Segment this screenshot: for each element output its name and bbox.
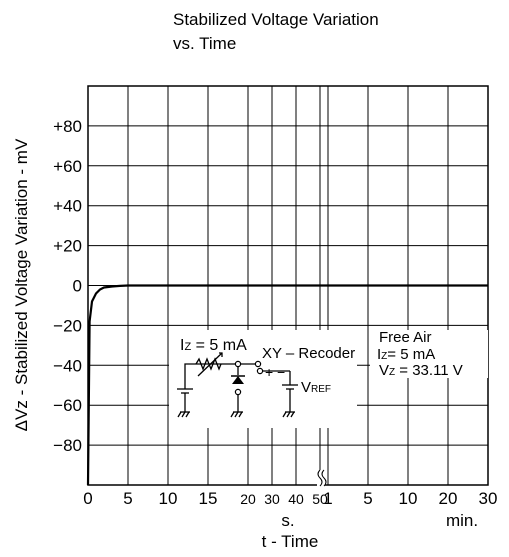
terminal-icon (254, 360, 262, 368)
x-tick-label-seconds: 0 (83, 489, 92, 508)
condition-free-air: Free Air (379, 329, 432, 346)
inset-plus: + (265, 364, 273, 380)
chart-title-line1: Stabilized Voltage Variation (173, 10, 379, 29)
y-tick-label: 0 (73, 277, 82, 296)
series-line (86, 284, 488, 486)
conditions-background (370, 330, 488, 378)
x-tick-label-seconds: 10 (159, 489, 178, 508)
condition-vz: VZ = 33.11 V (379, 362, 463, 379)
x-axis-unit-seconds: s. (281, 511, 294, 530)
terminal-icon (234, 360, 242, 368)
x-tick-label-seconds: 5 (123, 489, 132, 508)
y-tick-label: +60 (53, 157, 82, 176)
inset-background (169, 330, 357, 428)
x-tick-label-minutes: 1 (323, 489, 332, 508)
x-tick-label-minutes: 10 (399, 489, 418, 508)
terminal-icon (234, 388, 242, 396)
circuit-wires (177, 352, 298, 418)
test-circuit-inset: IZ = 5 mA XY – Recoder + − VREF (169, 330, 357, 428)
x-tick-label-seconds: 40 (288, 491, 304, 507)
terminal-icon (256, 367, 264, 375)
x-tick-label-minutes: 30 (479, 489, 498, 508)
x-tick-label-minutes: 20 (439, 489, 458, 508)
x-tick-label-seconds: 15 (199, 489, 218, 508)
y-tick-labels: +80 +60 +40 +20 0 −20 −40 −60 −80 (53, 117, 82, 455)
y-tick-label: +80 (53, 117, 82, 136)
inset-recorder-label: XY – Recoder (262, 345, 355, 362)
x-tick-label-seconds: 50 (312, 491, 328, 507)
y-tick-label: +40 (53, 197, 82, 216)
inset-minus: − (277, 364, 285, 380)
x-axis-label: t - Time (262, 532, 319, 551)
condition-iz: IZ= 5 mA (377, 346, 435, 363)
chart-title-line2: vs. Time (173, 34, 236, 53)
inset-vref-label: VREF (301, 379, 331, 396)
y-tick-label: −60 (53, 396, 82, 415)
x-tick-label-seconds: 20 (240, 491, 256, 507)
x-tick-labels: 0 5 10 15 20 30 40 501 5 10 20 30 (83, 489, 497, 508)
inset-iz-label: IZ = 5 mA (180, 337, 247, 354)
test-conditions: Free Air IZ= 5 mA VZ = 33.11 V (370, 329, 488, 379)
x-axis-unit-minutes: min. (446, 511, 478, 530)
y-tick-label: −20 (53, 316, 82, 335)
y-tick-label: −80 (53, 436, 82, 455)
y-axis-label: ΔVz - Stabilized Voltage Variation - mV (12, 138, 31, 431)
y-tick-label: −40 (53, 356, 82, 375)
x-tick-label-seconds: 30 (264, 491, 280, 507)
zener-diode-icon (232, 376, 244, 384)
y-tick-label: +20 (53, 237, 82, 256)
axis-break-icon (317, 469, 327, 487)
x-tick-label-minutes: 5 (363, 489, 372, 508)
